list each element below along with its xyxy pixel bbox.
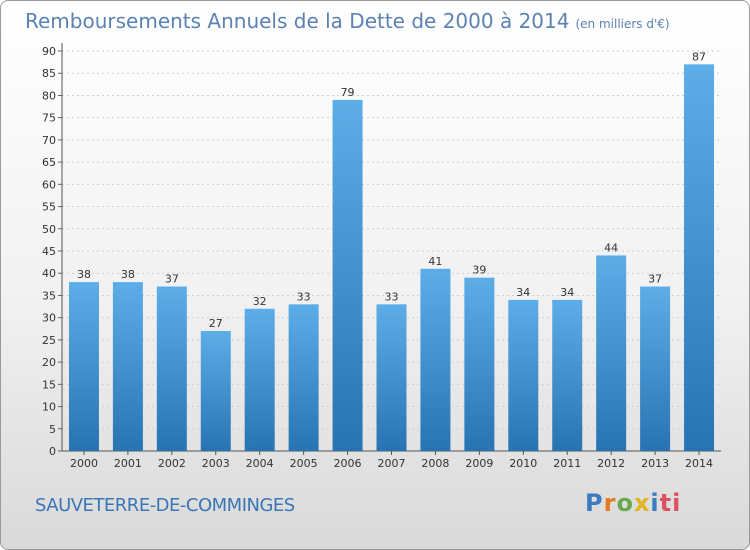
data-label-2002: 37 [165, 273, 179, 286]
x-tick-label-2003: 2003 [202, 457, 230, 470]
x-tick-label-2008: 2008 [421, 457, 449, 470]
y-tick-label: 90 [42, 45, 56, 58]
proxiti-logo: Proxiti [585, 489, 681, 517]
y-tick-label: 25 [42, 334, 56, 347]
data-label-2005: 33 [297, 290, 311, 303]
x-tick-label-2009: 2009 [465, 457, 493, 470]
bar-2012 [596, 255, 627, 451]
commune-name: SAUVETERRE-DE-COMMINGES [35, 495, 295, 516]
y-tick-label: 75 [42, 112, 56, 125]
bar-2009 [464, 277, 495, 451]
y-tick-label: 70 [42, 134, 56, 147]
x-tick-labels: 2000 2001 2002 2003 2004 2005 2006 2007 2008 2009… [70, 451, 713, 470]
x-tick-label-2006: 2006 [334, 457, 362, 470]
x-tick-label-2012: 2012 [597, 457, 625, 470]
bar-2006 [332, 99, 363, 451]
x-tick-label-2010: 2010 [509, 457, 537, 470]
y-tick-label: 40 [42, 267, 56, 280]
bar-2013 [640, 286, 671, 451]
bar-2004 [244, 308, 275, 451]
data-label-2013: 37 [648, 273, 662, 286]
data-label-2000: 38 [77, 268, 91, 281]
bar-2008 [420, 268, 451, 451]
y-tick-label: 15 [42, 378, 56, 391]
x-tick-label-2007: 2007 [378, 457, 406, 470]
chart-title-text: Remboursements Annuels de la Dette de 20… [25, 9, 570, 33]
x-tick-label-2002: 2002 [158, 457, 186, 470]
logo-letter: i [672, 489, 682, 517]
data-label-2004: 32 [253, 295, 267, 308]
bar-2014 [684, 64, 715, 452]
x-tick-label-2014: 2014 [685, 457, 713, 470]
y-tick-label: 65 [42, 156, 56, 169]
data-label-2006: 79 [341, 86, 355, 99]
bar-2011 [552, 299, 583, 451]
x-tick-label-2013: 2013 [641, 457, 669, 470]
y-tick-label: 20 [42, 356, 56, 369]
bar-2010 [508, 299, 539, 451]
logo-letter: x [633, 489, 651, 517]
x-tick-label-2004: 2004 [246, 457, 274, 470]
logo-letter: o [616, 489, 634, 517]
bar-2005 [288, 304, 319, 451]
x-tick-label-2001: 2001 [114, 457, 142, 470]
y-tick-label: 35 [42, 289, 56, 302]
logo-letter: r [603, 489, 617, 517]
x-tick-label-2000: 2000 [70, 457, 98, 470]
y-tick-label: 60 [42, 178, 56, 191]
data-label-2011: 34 [560, 286, 574, 299]
chart-subtitle: (en milliers d'€) [575, 17, 670, 31]
y-tick-label: 45 [42, 245, 56, 258]
data-label-2008: 41 [428, 255, 442, 268]
data-label-2014: 87 [692, 50, 706, 63]
x-tick-label-2011: 2011 [553, 457, 581, 470]
logo-letter: i [650, 489, 660, 517]
bars [68, 64, 715, 452]
y-tick-label: 50 [42, 223, 56, 236]
bar-2002 [156, 286, 187, 451]
logo-letter: t [659, 489, 673, 517]
data-label-2012: 44 [604, 241, 618, 254]
data-label-2003: 27 [209, 317, 223, 330]
y-tick-label: 0 [49, 445, 56, 458]
bar-2007 [376, 304, 407, 451]
logo-letter: P [585, 489, 604, 517]
y-tick-label: 85 [42, 67, 56, 80]
y-tick-labels: 0 5 10 15 20 25 30 35 40 45 50 55 60 65 70 75 80 85 90 [42, 45, 56, 458]
bar-2000 [68, 282, 99, 451]
bar-2001 [112, 282, 143, 451]
y-tick-label: 5 [49, 423, 56, 436]
data-label-2001: 38 [121, 268, 135, 281]
data-labels: 38 38 37 27 32 33 79 33 41 39 34 34 44 37 87 [77, 50, 706, 330]
x-tick-label-2005: 2005 [290, 457, 318, 470]
y-tick-label: 10 [42, 401, 56, 414]
y-tick-label: 80 [42, 89, 56, 102]
grid-lines [58, 50, 721, 452]
y-tick-label: 30 [42, 312, 56, 325]
data-label-2007: 33 [385, 290, 399, 303]
chart-title: Remboursements Annuels de la Dette de 20… [25, 9, 670, 33]
data-label-2009: 39 [472, 264, 486, 277]
data-label-2010: 34 [516, 286, 530, 299]
y-tick-label: 55 [42, 201, 56, 214]
bar-2003 [200, 331, 231, 451]
